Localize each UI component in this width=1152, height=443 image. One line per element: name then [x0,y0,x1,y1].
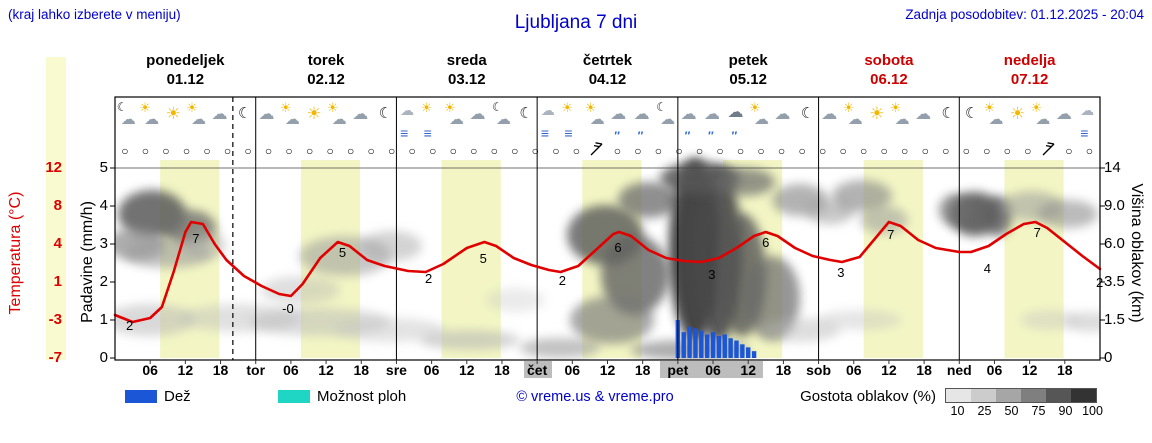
temp-value-label: 5 [339,245,346,260]
temp-value-label: 3 [837,265,844,280]
cloud-blob [362,231,422,261]
credit-link[interactable]: © vreme.us & vreme.pro [516,389,674,405]
density-value: 25 [977,404,992,418]
temp-value-label: 5 [480,251,487,266]
density-swatch [1021,389,1046,402]
cloud-layer [115,158,1100,360]
precip-bar [722,334,727,358]
density-swatch [971,389,996,402]
temp-value-label: 3 [708,267,715,282]
density-swatch [1071,389,1096,402]
rain-legend-label: Dež [164,388,191,405]
cloud-blob [260,276,340,304]
temp-value-label: 7 [1034,225,1041,240]
ground-fog-cell [524,361,552,378]
precip-bar [716,335,722,358]
precip-bar [746,347,751,358]
cloud-blob [601,235,669,315]
menu-hint: (kraj lahko izberete v meniju) [8,7,181,22]
showers-legend-label: Možnost ploh [317,388,407,405]
temp-value-label: 2 [425,271,432,286]
precip-bar [681,332,686,358]
density-value: 75 [1031,404,1046,418]
cloud-blob [715,168,775,196]
cloud-blob [860,206,908,234]
ground-fog-cell [660,361,763,378]
cloud-blob [818,310,902,330]
precip-bar [699,330,704,358]
cloud-density-values: 10 25 50 75 90 100 [944,404,1106,418]
cloud-blob [185,231,225,259]
density-swatch [996,389,1021,402]
precip-bar [710,332,716,358]
cloud-blob [1020,310,1080,330]
precip-bar [751,351,757,358]
temp-value-label: 6 [762,235,769,250]
cloud-blob [335,318,445,342]
precip-bar [693,328,698,358]
density-value: 50 [1004,404,1019,418]
temperature-curve [113,220,1102,324]
rain-legend-swatch [125,390,157,403]
precip-bar [740,344,745,358]
cloud-blob [1038,200,1098,228]
cloud-blob [760,318,840,342]
showers-legend-swatch [278,390,310,403]
precip-bar [728,338,733,358]
density-swatch [946,389,971,402]
temp-value-label: 7 [887,227,894,242]
precip-bar [734,340,739,358]
cloud-blob [115,304,195,336]
cloud-blob [939,194,971,226]
cloud-blob [832,180,892,212]
density-value: 100 [1082,404,1103,418]
density-swatch [1046,389,1071,402]
cloud-blob [570,296,654,344]
last-update-text: Zadnja posodobitev: 01.12.2025 - 20:04 [905,7,1144,22]
precip-bar [704,334,710,358]
cloud-blob [420,330,520,350]
temp-value-label: 2 [126,318,133,333]
density-value: 10 [950,404,965,418]
left-margin-strip [46,57,66,360]
cloud-blob [520,338,600,358]
temp-value-label: 7 [192,231,199,246]
cloud-density-scale [945,388,1097,403]
cloud-blob [618,182,678,218]
cloud-density-label: Gostota oblakov (%) [800,388,936,405]
density-value: 90 [1058,404,1073,418]
cloud-blob [485,288,545,312]
temp-value-label: 4 [984,261,991,276]
temp-value-label: -0 [282,301,294,316]
precip-bar [687,326,692,358]
temp-value-label: 2 [559,273,566,288]
temp-value-label: 6 [614,240,621,255]
page-title: Ljubljana 7 dni [514,12,638,33]
